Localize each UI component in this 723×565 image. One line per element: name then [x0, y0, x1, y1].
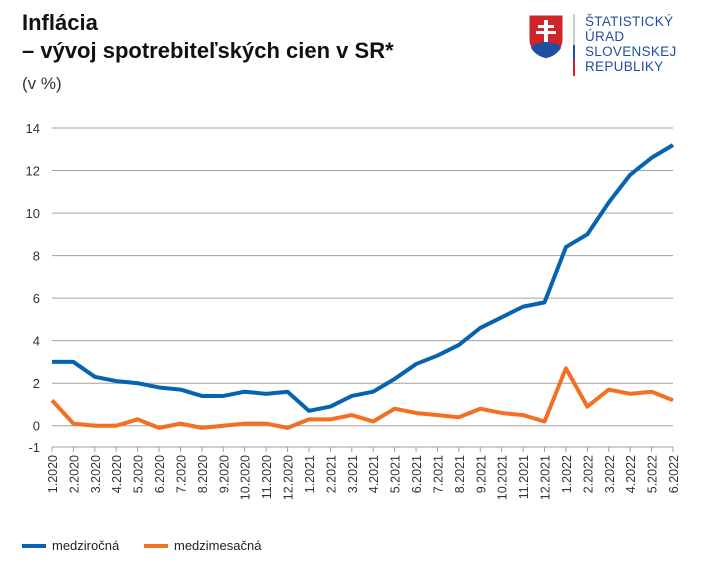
- x-tick-label: 10.2020: [239, 455, 253, 500]
- x-tick-label: 4.2021: [367, 455, 381, 493]
- unit-label: (v %): [22, 74, 62, 93]
- x-tick-label: 10.2021: [496, 455, 510, 500]
- x-tick-label: 1.2022: [560, 455, 574, 493]
- x-tick-label: 7.2021: [431, 455, 445, 493]
- x-tick-label: 4.2020: [110, 455, 124, 493]
- x-tick-label: 4.2022: [624, 455, 638, 493]
- series-line-1: [50, 366, 674, 430]
- x-tick-label: 8.2021: [453, 455, 467, 493]
- x-tick-label: 2.2020: [67, 455, 81, 493]
- x-tick-label: 2.2021: [324, 455, 338, 493]
- x-tick-label: 3.2021: [346, 455, 360, 493]
- title-line-1: Inflácia: [22, 10, 98, 35]
- x-tick-label: 6.2022: [667, 455, 681, 493]
- x-tick-label: 1.2021: [303, 455, 317, 493]
- x-tick-label: 7.2020: [174, 455, 188, 493]
- y-tick-label: 4: [33, 334, 40, 349]
- legend-label: medzimesačná: [174, 538, 262, 553]
- y-tick-label: 6: [33, 291, 40, 306]
- y-tick-label: 0: [33, 419, 40, 434]
- x-tick-label: 1.2020: [46, 455, 60, 493]
- logo-line: REPUBLIKY: [585, 59, 664, 74]
- y-tick-label: 2: [33, 376, 40, 391]
- x-tick-label: 6.2021: [410, 455, 424, 493]
- x-tick-label: 2.2022: [581, 455, 595, 493]
- logo-divider: [573, 14, 575, 76]
- coat-of-arms-logo: [528, 14, 564, 60]
- legend-item-medzirocna: medziročná: [22, 538, 119, 553]
- y-tick-label: 14: [26, 121, 40, 136]
- title-line-2: – vývoj spotrebiteľských cien v SR*: [22, 38, 394, 63]
- legend-swatch: [22, 543, 46, 548]
- x-tick-label: 12.2020: [282, 455, 296, 500]
- y-tick-label: 12: [26, 164, 40, 179]
- y-tick-label: 8: [33, 249, 40, 264]
- x-tick-label: 5.2021: [389, 455, 403, 493]
- logo-line: SLOVENSKEJ: [585, 44, 677, 59]
- x-tick-label: 12.2021: [539, 455, 553, 500]
- x-tick-label: 9.2021: [474, 455, 488, 493]
- logo-text: ŠTATISTICKÝ ÚRAD SLOVENSKEJ REPUBLIKY: [585, 14, 677, 74]
- y-tick-label: -1: [28, 440, 40, 455]
- x-tick-label: 5.2022: [646, 455, 660, 493]
- x-tick-label: 8.2020: [196, 455, 210, 493]
- x-tick-label: 11.2021: [517, 455, 531, 499]
- legend-swatch: [144, 543, 168, 548]
- logo-line: ÚRAD: [585, 29, 625, 44]
- x-tick-label: 5.2020: [132, 455, 146, 493]
- legend-label: medziročná: [52, 538, 120, 553]
- x-tick-label: 3.2020: [89, 455, 103, 493]
- y-tick-label: 10: [26, 206, 40, 221]
- x-tick-label: 3.2022: [603, 455, 617, 493]
- x-tick-label: 9.2020: [217, 455, 231, 493]
- logo-line: ŠTATISTICKÝ: [585, 14, 674, 29]
- x-tick-label: 11.2020: [260, 455, 274, 499]
- series-line-0: [52, 143, 675, 413]
- x-tick-label: 6.2020: [153, 455, 167, 493]
- legend-item-medzimesacna: medzimesačná: [144, 538, 261, 553]
